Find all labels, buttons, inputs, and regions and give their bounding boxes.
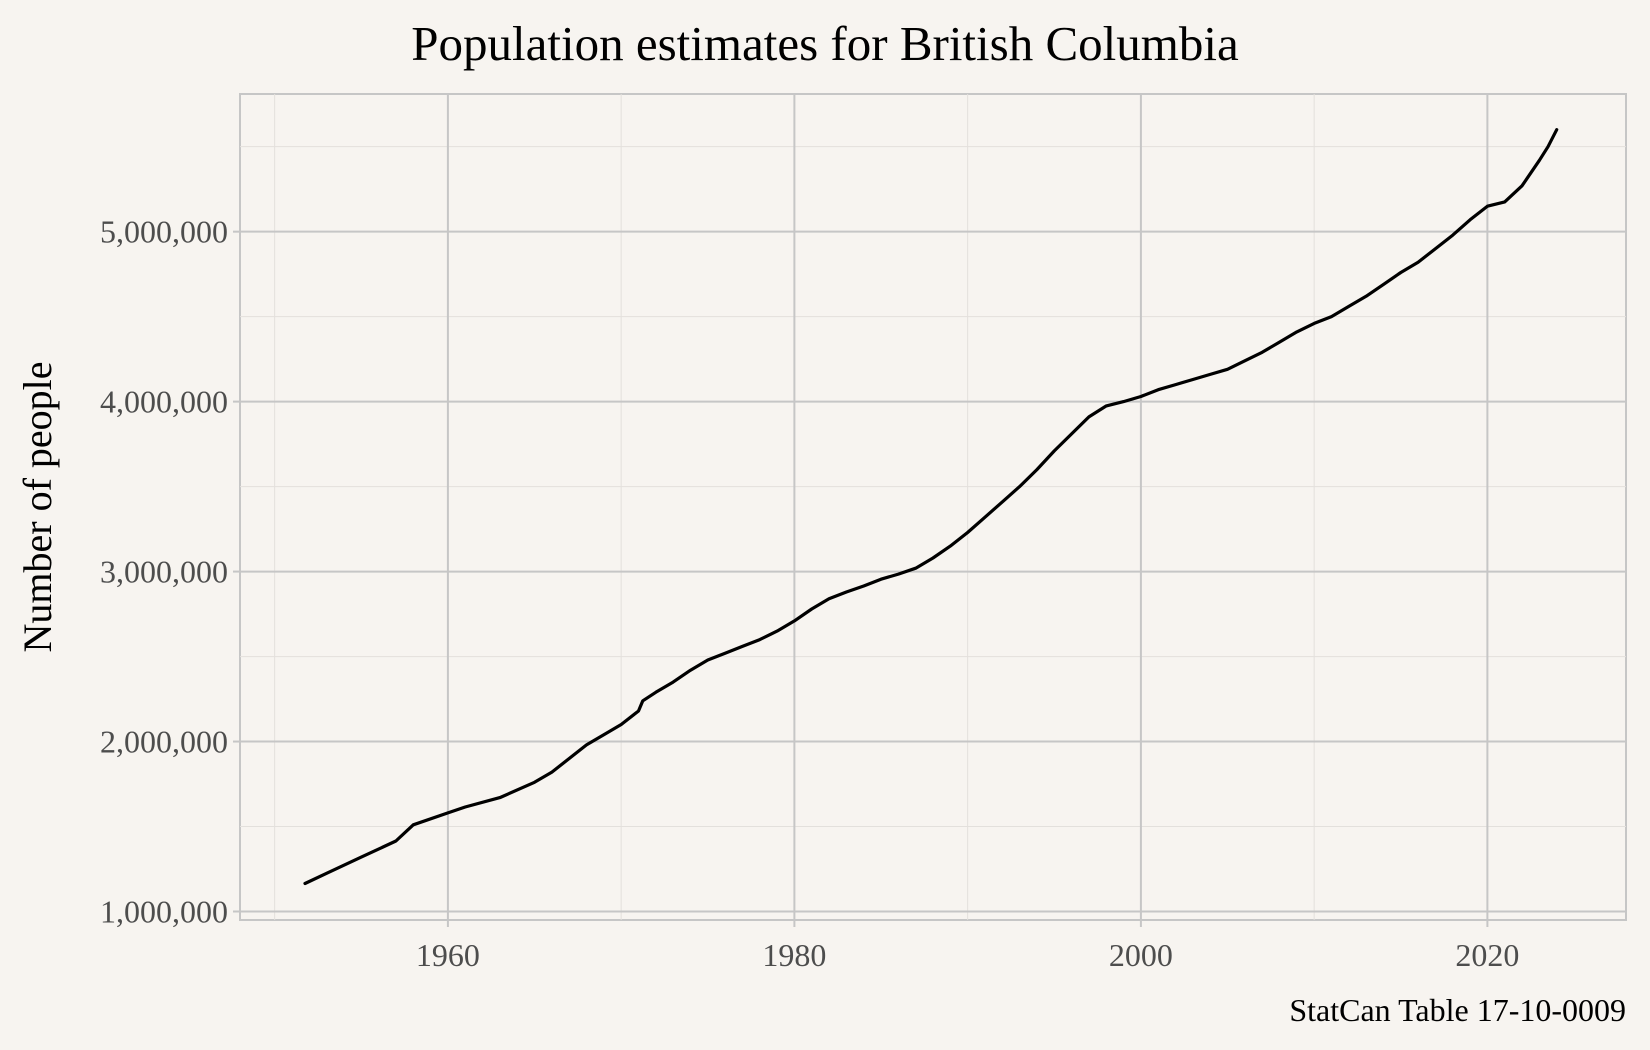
y-axis-tick-labels: 1,000,000 2,000,000 3,000,000 4,000,000 5,00… (100, 214, 228, 930)
major-gridlines (240, 94, 1626, 920)
population-series-line (303, 128, 1559, 886)
y-tick-label: 4,000,000 (100, 384, 228, 420)
axis-ticks (233, 230, 1489, 927)
y-tick-label: 2,000,000 (100, 724, 228, 760)
y-tick-label: 5,000,000 (100, 214, 228, 250)
series-layer (303, 128, 1559, 886)
x-axis-tick-labels: 1960 1980 2000 2020 (416, 937, 1520, 973)
y-axis-label: Number of people (15, 361, 60, 652)
source-caption: StatCan Table 17-10-0009 (1289, 992, 1626, 1028)
x-tick-label: 1960 (416, 937, 480, 973)
x-tick-label: 2000 (1109, 937, 1173, 973)
x-tick-label: 2020 (1455, 937, 1519, 973)
y-tick-label: 1,000,000 (100, 894, 228, 930)
chart-title: Population estimates for British Columbi… (411, 16, 1239, 71)
x-tick-label: 1980 (762, 937, 826, 973)
y-tick-label: 3,000,000 (100, 554, 228, 590)
